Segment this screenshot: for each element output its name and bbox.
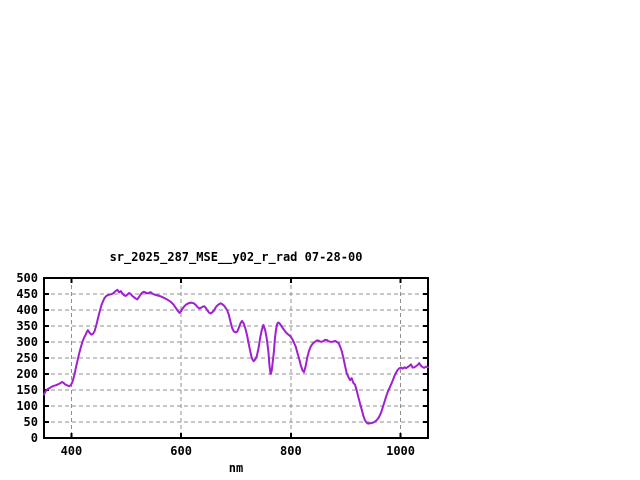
- y-tick-label: 500: [16, 271, 38, 285]
- chart-title: sr_2025_287_MSE__y02_r_rad 07-28-00: [109, 250, 363, 264]
- y-tick-label: 100: [16, 399, 38, 413]
- y-tick-label: 450: [16, 287, 38, 301]
- y-tick-label: 50: [23, 415, 38, 429]
- y-tick-label: 150: [16, 383, 38, 397]
- y-tick-label: 350: [16, 319, 38, 333]
- radiance-curve: [43, 288, 429, 425]
- x-tick-label: 600: [170, 444, 192, 458]
- y-tick-label: 400: [16, 303, 38, 317]
- x-axis-title: nm: [228, 461, 244, 475]
- y-tick-label: 250: [16, 351, 38, 365]
- x-tick-label: 800: [280, 444, 302, 458]
- x-tick-label: 400: [60, 444, 83, 458]
- y-tick-label: 200: [16, 367, 38, 381]
- y-tick-label: 0: [30, 431, 38, 445]
- y-tick-label: 300: [16, 335, 38, 349]
- x-tick-label: 1000: [386, 444, 416, 458]
- plot-border: [43, 277, 429, 439]
